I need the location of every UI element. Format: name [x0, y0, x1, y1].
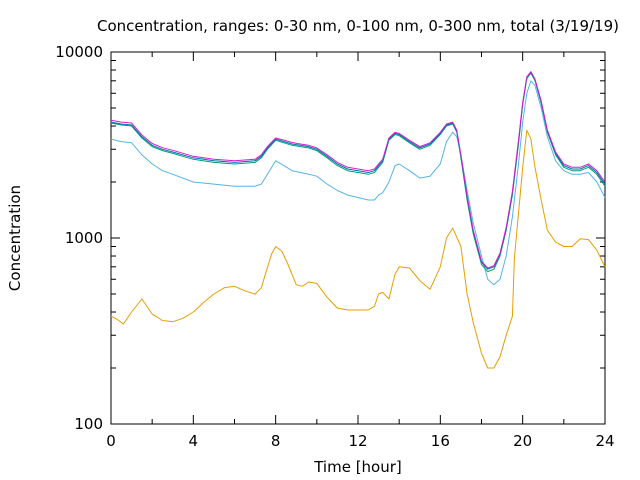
- series-group: [110, 71, 606, 369]
- y-tick-label: 100: [74, 415, 103, 433]
- series-line-4: [110, 71, 606, 269]
- plot-frame: [110, 51, 606, 425]
- x-tick-label: 20: [513, 432, 532, 450]
- x-axis-label: Time [hour]: [313, 458, 402, 476]
- y-axis-ticks: 100 1000 10000: [55, 43, 605, 433]
- x-axis-ticks: 0 4 8 12 16 20 24: [106, 52, 615, 450]
- x-tick-label: 12: [348, 432, 367, 450]
- x-tick-label: 0: [106, 432, 116, 450]
- y-tick-label: 1000: [65, 229, 103, 247]
- y-axis-label: Concentration: [6, 185, 24, 291]
- series-line-1: [110, 80, 606, 286]
- series-line-2: [110, 72, 606, 273]
- series-line-0: [110, 129, 606, 369]
- y-tick-label: 10000: [55, 43, 103, 61]
- x-tick-label: 24: [595, 432, 614, 450]
- chart-title: Concentration, ranges: 0-30 nm, 0-100 nm…: [97, 17, 619, 35]
- x-tick-label: 8: [271, 432, 281, 450]
- plot-border: [110, 51, 606, 425]
- x-tick-label: 16: [431, 432, 450, 450]
- x-tick-label: 4: [189, 432, 199, 450]
- series-line-3: [110, 71, 606, 270]
